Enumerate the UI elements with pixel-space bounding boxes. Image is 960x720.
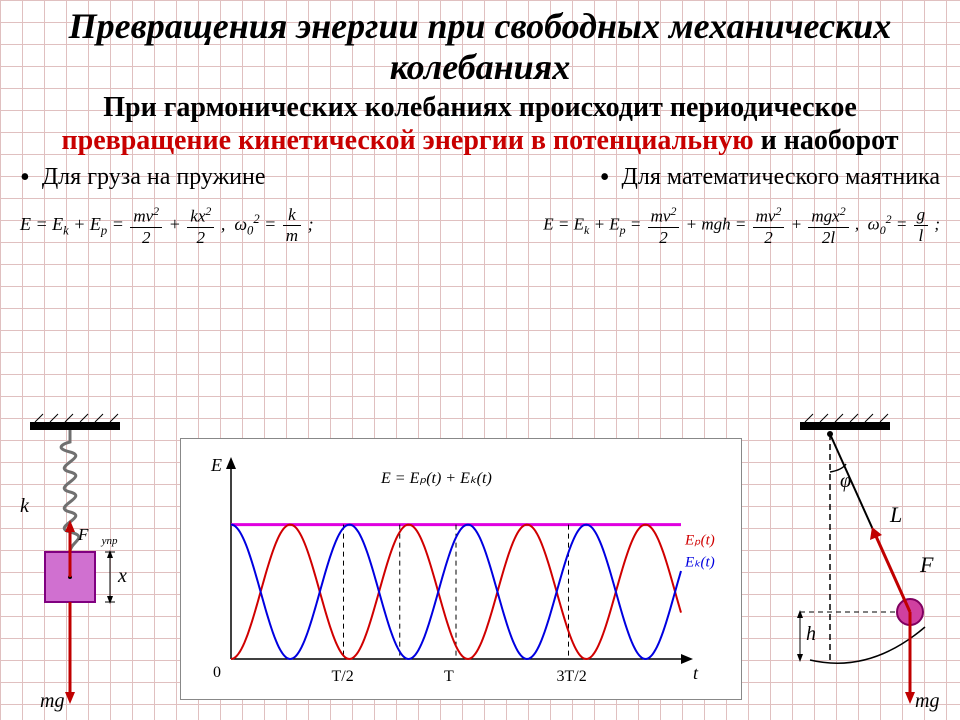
svg-text:T/2: T/2 [332,668,354,685]
label-x: x [117,565,127,587]
subtitle-pre: При гармонических колебаниях происходит … [103,92,857,123]
energy-chart: Et0E = Eₚ(t) + Eₖ(t)T/2T3T/2Eₚ(t)Eₖ(t) [180,438,742,700]
svg-text:T: T [444,668,454,685]
svg-text:0: 0 [213,664,221,681]
svg-text:E: E [210,455,222,475]
bullet-dot-icon: • [20,164,30,192]
spring-formula: E = Ek + Ep = mv22 + kx22 , ω02 = km ; [20,204,314,248]
label-F-spring: F⃗упр [77,525,118,547]
pendulum-formula: E = Ek + Ep = mv22 + mgh = mv22 + mgx22l… [543,204,940,248]
label-mg-spring: mg⃗ [40,690,80,712]
subtitle-highlight: превращение кинетической энергии в потен… [61,125,753,156]
label-phi: φ [840,470,851,492]
bullet-spring: • Для груза на пружине [20,164,266,192]
bullet-pendulum: • Для математического маятника [600,164,940,192]
subtitle-post: и наоборот [754,125,899,156]
subtitle: При гармонических колебаниях происходит … [0,89,960,164]
svg-text:3T/2: 3T/2 [557,668,587,685]
spring-mass-diagram: k F⃗упр x mg⃗ [10,412,140,712]
label-L: L [889,502,902,527]
pendulum-diagram: φ L F⃗ h mg⃗ [790,412,950,712]
bullet-pendulum-label: Для математического маятника [622,164,940,191]
bullet-spring-label: Для груза на пружине [42,164,266,191]
label-F-pend: F⃗ [919,552,950,577]
label-mg-pend: mg⃗ [915,690,950,712]
bullet-dot-icon: • [600,164,610,192]
label-k: k [20,495,30,517]
page-title: Превращения энергии при свободных механи… [0,0,960,89]
svg-text:Eₖ(t): Eₖ(t) [684,555,715,571]
label-h: h [806,623,816,645]
svg-text:E = Eₚ(t) + Eₖ(t): E = Eₚ(t) + Eₖ(t) [380,470,492,487]
svg-text:Eₚ(t): Eₚ(t) [684,533,715,549]
